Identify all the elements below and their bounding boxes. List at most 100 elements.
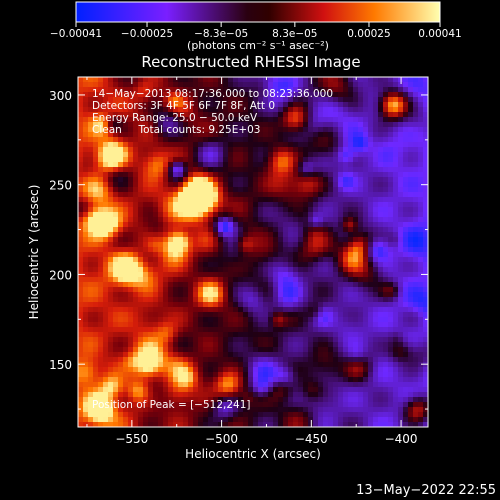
heatmap-cell [113,312,119,318]
heatmap-cell [348,182,354,188]
heatmap-cell [378,322,384,328]
heatmap-cell [268,387,274,393]
heatmap-cell [368,292,374,298]
heatmap-cell [288,222,294,228]
heatmap-cell [198,402,204,408]
heatmap-cell [343,267,349,273]
heatmap-cell [308,382,314,388]
heatmap-cell [123,82,129,88]
heatmap-cell [373,267,379,273]
heatmap-cell [288,167,294,173]
heatmap-cell [228,112,234,118]
heatmap-cell [183,332,189,338]
heatmap-cell [318,262,324,268]
heatmap-cell [378,237,384,243]
heatmap-cell [408,217,414,223]
heatmap-cell [268,167,274,173]
heatmap-cell [393,417,399,423]
heatmap-cell [118,302,124,308]
heatmap-cell [98,387,104,393]
heatmap-cell [153,272,159,278]
heatmap-cell [373,152,379,158]
heatmap-cell [193,192,199,198]
heatmap-cell [243,222,249,228]
heatmap-cell [118,362,124,368]
heatmap-cell [83,107,89,113]
heatmap-cell [353,277,359,283]
heatmap-cell [168,362,174,368]
heatmap-cell [368,317,374,323]
heatmap-cell [108,312,114,318]
heatmap-cell [163,217,169,223]
heatmap-cell [163,267,169,273]
heatmap-cell [158,257,164,263]
heatmap-cell [373,157,379,163]
heatmap-cell [118,222,124,228]
heatmap-cell [128,282,134,288]
heatmap-cell [248,222,254,228]
heatmap-cell [88,372,94,378]
heatmap-cell [203,212,209,218]
heatmap-cell [213,422,219,427]
heatmap-cell [368,417,374,423]
heatmap-cell [228,127,234,133]
heatmap-cell [293,197,299,203]
heatmap-cell [293,137,299,143]
heatmap-cell [138,252,144,258]
heatmap-cell [163,367,169,373]
heatmap-cell [268,402,274,408]
heatmap-cell [273,242,279,248]
heatmap-cell [128,297,134,303]
heatmap-cell [218,252,224,258]
heatmap-cell [178,317,184,323]
heatmap-cell [378,207,384,213]
heatmap-cell [173,257,179,263]
heatmap-cell [243,272,249,278]
heatmap-cell [123,137,129,143]
heatmap-cell [158,327,164,333]
heatmap-cell [203,97,209,103]
heatmap-cell [248,162,254,168]
heatmap-cell [263,292,269,298]
heatmap-cell [233,382,239,388]
heatmap-cell [113,202,119,208]
heatmap-cell [118,187,124,193]
heatmap-cell [193,107,199,113]
heatmap-cell [353,92,359,98]
heatmap-cell [183,137,189,143]
heatmap-cell [268,367,274,373]
heatmap-cell [313,302,319,308]
heatmap-cell [393,347,399,353]
heatmap-cell [118,297,124,303]
heatmap-cell [103,392,109,398]
heatmap-cell [378,307,384,313]
heatmap-cell [368,137,374,143]
heatmap-cell [423,387,428,393]
heatmap-cell [388,372,394,378]
heatmap-cell [233,177,239,183]
heatmap-cell [328,117,334,123]
heatmap-cell [193,267,199,273]
heatmap-cell [188,382,194,388]
heatmap-cell [163,322,169,328]
heatmap-cell [413,137,419,143]
heatmap-cell [388,342,394,348]
heatmap-cell [358,367,364,373]
heatmap-cell [123,152,129,158]
heatmap-cell [348,232,354,238]
heatmap-cell [138,192,144,198]
heatmap-cell [133,302,139,308]
heatmap-cell [133,82,139,88]
heatmap-cell [203,292,209,298]
heatmap-cell [118,412,124,418]
heatmap-cell [393,162,399,168]
heatmap-cell [408,302,414,308]
heatmap-cell [213,257,219,263]
heatmap-cell [388,312,394,318]
heatmap-cell [318,297,324,303]
heatmap-cell [383,217,389,223]
heatmap-cell [133,407,139,413]
heatmap-cell [188,82,194,88]
heatmap-cell [163,192,169,198]
heatmap-cell [333,82,339,88]
